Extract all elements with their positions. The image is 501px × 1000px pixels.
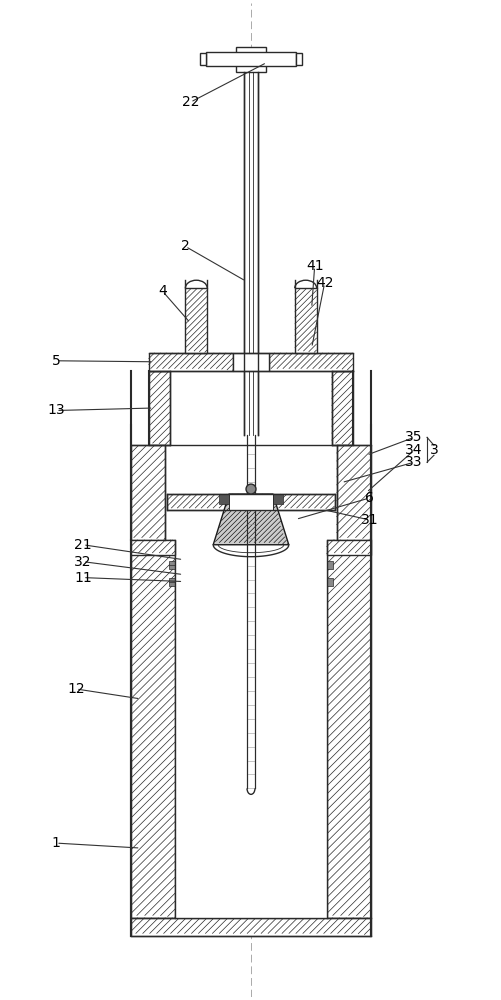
Polygon shape	[148, 371, 170, 445]
Text: 2: 2	[181, 239, 189, 253]
Text: 33: 33	[404, 455, 422, 469]
Text: 4: 4	[158, 284, 166, 298]
Bar	[235, 47, 266, 72]
Bar	[326, 578, 332, 586]
Bar	[326, 561, 332, 569]
Polygon shape	[269, 353, 353, 371]
Bar	[273, 494, 282, 504]
Bar	[169, 578, 175, 586]
Polygon shape	[148, 353, 232, 371]
Bar	[232, 353, 269, 371]
Text: 3: 3	[429, 443, 437, 457]
Circle shape	[245, 484, 256, 494]
Text: 6: 6	[364, 491, 373, 505]
Text: 41: 41	[305, 259, 323, 273]
Text: 21: 21	[74, 538, 92, 552]
Bar	[228, 494, 273, 510]
Text: 35: 35	[404, 430, 422, 444]
Polygon shape	[130, 445, 165, 540]
Bar	[169, 561, 175, 569]
Bar	[206, 52, 295, 66]
Bar	[219, 494, 228, 504]
Polygon shape	[336, 445, 371, 540]
Polygon shape	[130, 918, 371, 936]
Text: 31: 31	[360, 513, 377, 527]
Bar	[243, 72, 258, 435]
Text: 12: 12	[67, 682, 85, 696]
Bar	[200, 53, 206, 65]
Polygon shape	[167, 494, 334, 510]
Bar	[246, 435, 255, 788]
Polygon shape	[331, 371, 353, 445]
Polygon shape	[130, 540, 175, 555]
Polygon shape	[185, 288, 207, 353]
Bar	[228, 494, 273, 510]
Text: 13: 13	[47, 403, 65, 417]
Polygon shape	[213, 494, 288, 545]
Polygon shape	[326, 540, 371, 555]
Polygon shape	[294, 288, 316, 353]
Bar	[295, 53, 301, 65]
Text: 32: 32	[74, 555, 92, 569]
Text: 5: 5	[52, 354, 60, 368]
Text: 42: 42	[315, 276, 333, 290]
Text: 34: 34	[404, 443, 422, 457]
Text: 22: 22	[181, 95, 199, 109]
Bar	[175, 540, 326, 918]
Polygon shape	[130, 540, 175, 918]
Text: 11: 11	[74, 571, 92, 585]
Polygon shape	[326, 540, 371, 918]
Text: 1: 1	[52, 836, 61, 850]
